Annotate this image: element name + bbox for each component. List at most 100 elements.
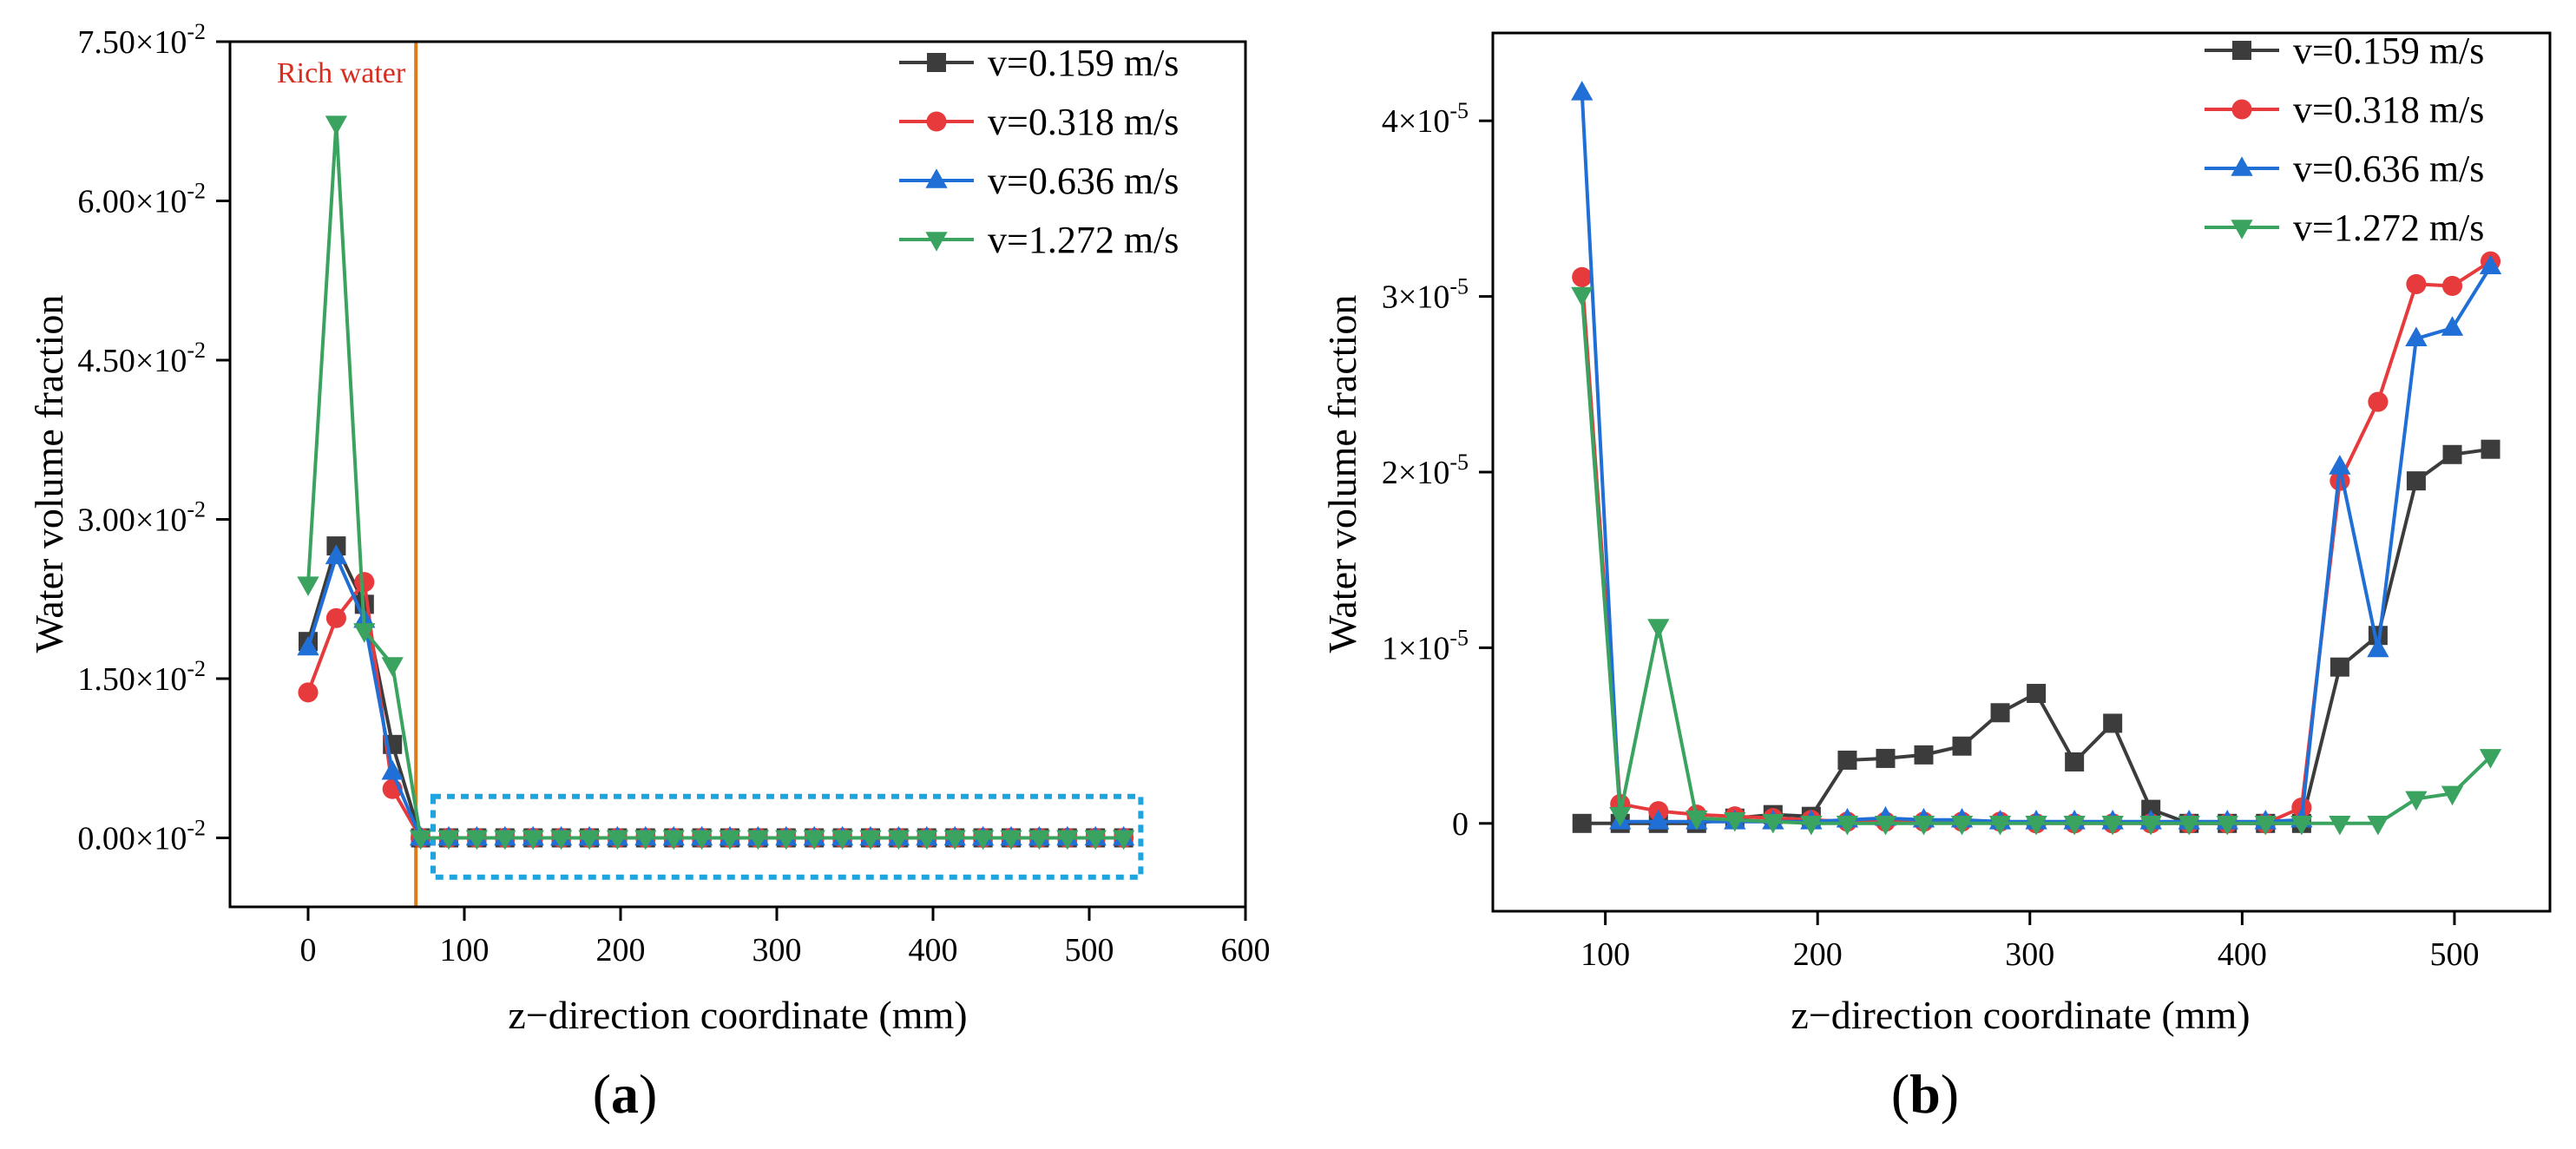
data-point	[803, 830, 825, 850]
data-point	[1000, 830, 1022, 850]
panel-label-b-letter: b	[1909, 1063, 1941, 1125]
series-b-2	[1572, 251, 2501, 834]
y-tick-label-a: 4.50×10-2	[77, 338, 206, 379]
data-point	[2178, 816, 2200, 836]
data-point	[325, 544, 348, 565]
data-point	[2330, 657, 2349, 677]
legend-label: v=0.318 m/s	[2293, 89, 2484, 131]
data-point	[2103, 713, 2123, 733]
legend-label: v=0.636 m/s	[2293, 148, 2484, 190]
y-tick-label-b: 1×10-5	[1382, 625, 1469, 666]
x-axis-title-a: z−direction coordinate (mm)	[508, 993, 967, 1037]
data-point	[578, 830, 601, 850]
data-point	[2479, 254, 2502, 274]
data-point	[2481, 439, 2500, 459]
series-a-1	[299, 536, 1134, 848]
data-point	[887, 830, 910, 850]
y-tick-label-b: 3×10-5	[1382, 274, 1469, 316]
y-tick-label-a: 3.00×10-2	[77, 496, 206, 538]
data-point	[1724, 811, 1746, 832]
x-tick-label-b: 400	[2218, 936, 2267, 973]
data-point	[465, 830, 489, 850]
data-point	[1609, 806, 1632, 827]
data-point	[1647, 810, 1670, 830]
data-point	[2405, 791, 2428, 811]
data-point	[2441, 316, 2464, 336]
y-tick-label-a: 6.00×10-2	[77, 178, 206, 220]
data-point	[1571, 286, 1594, 307]
data-point	[690, 830, 713, 850]
data-point	[2406, 273, 2427, 294]
series-b-3	[1571, 81, 2502, 830]
series-line	[1581, 447, 2491, 825]
data-point	[1800, 816, 1823, 836]
data-point	[634, 830, 657, 850]
data-point	[831, 830, 854, 850]
legend-marker	[2231, 99, 2252, 120]
panel-label-b: (b)	[1891, 1063, 1959, 1125]
data-point	[1950, 816, 1974, 836]
y-tick-label-b: 0	[1452, 806, 1469, 843]
data-point	[859, 830, 882, 850]
data-point	[1572, 813, 1592, 833]
data-point	[719, 830, 741, 850]
x-tick-label-b: 200	[1793, 936, 1843, 973]
data-point	[1647, 619, 1670, 639]
data-point	[354, 572, 375, 593]
legend-label: v=0.159 m/s	[988, 42, 1179, 84]
legend-a: v=0.159 m/s v=0.318 m/s v=0.636 m/s v=1.272…	[899, 42, 1179, 261]
series-b-4	[1571, 286, 2502, 836]
x-tick-label-b: 100	[1580, 936, 1630, 973]
panel-label-a-letter: a	[611, 1063, 639, 1125]
data-point	[2025, 816, 2047, 836]
x-tick-label-a: 100	[440, 932, 490, 968]
data-point	[2405, 326, 2428, 346]
data-point	[409, 830, 432, 850]
data-point	[1990, 703, 2010, 723]
series-a-3	[297, 544, 1135, 846]
data-point	[606, 830, 629, 850]
data-point	[2442, 444, 2462, 464]
data-point	[746, 830, 770, 850]
data-point	[1876, 748, 1896, 768]
data-point	[494, 830, 516, 850]
data-point	[2290, 816, 2313, 836]
legend-marker	[925, 232, 948, 252]
x-tick-label-a: 500	[1065, 932, 1114, 968]
legend-item-a-1: v=0.159 m/s	[899, 42, 1179, 84]
data-point	[2329, 455, 2351, 475]
y-tick-label-a: 7.50×10-2	[77, 19, 206, 61]
legend-item-b-4: v=1.272 m/s	[2205, 207, 2484, 249]
y-tick-label-b: 4×10-5	[1382, 98, 1469, 140]
data-point	[916, 830, 938, 850]
data-point	[381, 657, 404, 677]
data-point	[2367, 816, 2389, 836]
x-tick-label-a: 400	[909, 932, 958, 968]
data-point	[297, 576, 319, 596]
data-point	[2479, 749, 2502, 769]
data-point	[2441, 275, 2463, 297]
legend-marker	[2231, 220, 2253, 240]
legend-b: v=0.159 m/s v=0.318 m/s v=0.636 m/s v=1.272…	[2205, 30, 2484, 249]
legend-marker	[925, 168, 948, 188]
data-point	[297, 635, 319, 656]
data-point	[1112, 830, 1135, 850]
legend-item-b-3: v=0.636 m/s	[2205, 148, 2484, 190]
data-point	[2367, 637, 2389, 658]
legend-marker	[2232, 41, 2251, 60]
legend-item-a-2: v=0.318 m/s	[899, 101, 1179, 143]
data-point	[1686, 810, 1708, 831]
legend-label: v=0.159 m/s	[2293, 30, 2484, 72]
data-point	[1837, 750, 1857, 770]
data-point	[1914, 745, 1934, 765]
data-point	[1056, 830, 1079, 850]
data-point	[1988, 816, 2012, 836]
data-point	[522, 830, 544, 850]
data-point	[2139, 816, 2162, 836]
chart-panel-a: Rich water 0 100 200 300 400 500 600 0.00×10-2 1…	[27, 19, 1271, 1125]
legend-item-a-3: v=0.636 m/s	[899, 160, 1179, 202]
data-point	[549, 830, 573, 850]
data-point	[971, 830, 995, 850]
data-point	[325, 607, 346, 628]
